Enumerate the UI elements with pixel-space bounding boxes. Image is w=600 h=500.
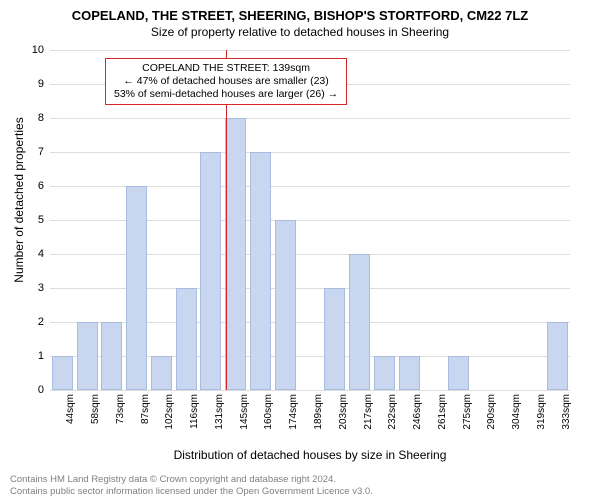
x-tick-label: 58sqm xyxy=(90,394,101,444)
x-tick-label: 319sqm xyxy=(536,394,547,444)
y-tick-label: 6 xyxy=(24,180,44,192)
grid-line xyxy=(50,118,570,119)
x-tick-label: 116sqm xyxy=(189,394,200,444)
bar xyxy=(52,356,73,390)
y-tick-label: 8 xyxy=(24,112,44,124)
grid-line xyxy=(50,390,570,391)
chart-plot-area: 44sqm58sqm73sqm87sqm102sqm116sqm131sqm14… xyxy=(50,50,570,390)
bar xyxy=(374,356,395,390)
y-tick-label: 0 xyxy=(24,384,44,396)
annotation-line: 53% of semi-detached houses are larger (… xyxy=(114,88,338,101)
y-tick-label: 9 xyxy=(24,78,44,90)
footer-line-2: Contains public sector information licen… xyxy=(10,486,373,497)
bar xyxy=(547,322,568,390)
annotation-line: ← 47% of detached houses are smaller (23… xyxy=(114,75,338,88)
y-tick-label: 5 xyxy=(24,214,44,226)
annotation-line: COPELAND THE STREET: 139sqm xyxy=(114,62,338,75)
chart-subtitle: Size of property relative to detached ho… xyxy=(0,23,600,39)
bar xyxy=(176,288,197,390)
x-tick-label: 246sqm xyxy=(412,394,423,444)
bar xyxy=(225,118,246,390)
y-tick-label: 10 xyxy=(24,44,44,56)
x-tick-label: 261sqm xyxy=(437,394,448,444)
x-tick-label: 174sqm xyxy=(288,394,299,444)
x-tick-label: 73sqm xyxy=(115,394,126,444)
x-tick-label: 189sqm xyxy=(313,394,324,444)
grid-line xyxy=(50,50,570,51)
bar xyxy=(349,254,370,390)
x-tick-label: 44sqm xyxy=(65,394,76,444)
x-tick-label: 333sqm xyxy=(561,394,572,444)
y-tick-label: 4 xyxy=(24,248,44,260)
x-tick-label: 290sqm xyxy=(486,394,497,444)
bar xyxy=(126,186,147,390)
footer-attribution: Contains HM Land Registry data © Crown c… xyxy=(10,474,373,497)
plot-region: 44sqm58sqm73sqm87sqm102sqm116sqm131sqm14… xyxy=(50,50,570,391)
bar xyxy=(275,220,296,390)
footer-line-1: Contains HM Land Registry data © Crown c… xyxy=(10,474,373,485)
x-tick-label: 160sqm xyxy=(263,394,274,444)
bar xyxy=(101,322,122,390)
annotation-box: COPELAND THE STREET: 139sqm← 47% of deta… xyxy=(105,58,347,105)
x-tick-label: 217sqm xyxy=(363,394,374,444)
bar xyxy=(448,356,469,390)
x-tick-label: 304sqm xyxy=(511,394,522,444)
y-tick-label: 3 xyxy=(24,282,44,294)
x-tick-label: 203sqm xyxy=(338,394,349,444)
bar xyxy=(200,152,221,390)
x-tick-label: 131sqm xyxy=(214,394,225,444)
x-tick-label: 275sqm xyxy=(462,394,473,444)
chart-title: COPELAND, THE STREET, SHEERING, BISHOP'S… xyxy=(0,0,600,23)
bar xyxy=(399,356,420,390)
y-tick-label: 1 xyxy=(24,350,44,362)
chart-container: COPELAND, THE STREET, SHEERING, BISHOP'S… xyxy=(0,0,600,500)
x-axis-label: Distribution of detached houses by size … xyxy=(50,448,570,462)
bar xyxy=(77,322,98,390)
grid-line xyxy=(50,152,570,153)
y-tick-label: 7 xyxy=(24,146,44,158)
bar xyxy=(151,356,172,390)
bar xyxy=(324,288,345,390)
bar xyxy=(250,152,271,390)
x-tick-label: 87sqm xyxy=(140,394,151,444)
x-tick-label: 232sqm xyxy=(387,394,398,444)
x-tick-label: 102sqm xyxy=(164,394,175,444)
x-tick-label: 145sqm xyxy=(239,394,250,444)
y-tick-label: 2 xyxy=(24,316,44,328)
